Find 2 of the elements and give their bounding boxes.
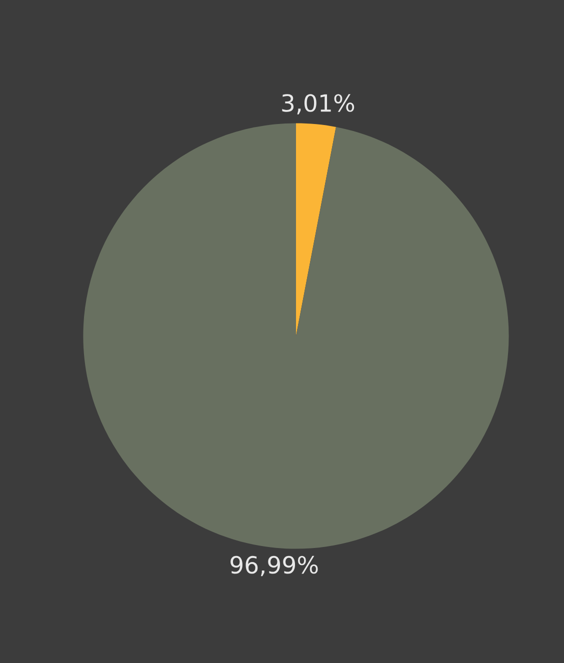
data-label: 96,99% [230,556,318,576]
data-label: 3,01% [282,94,354,114]
